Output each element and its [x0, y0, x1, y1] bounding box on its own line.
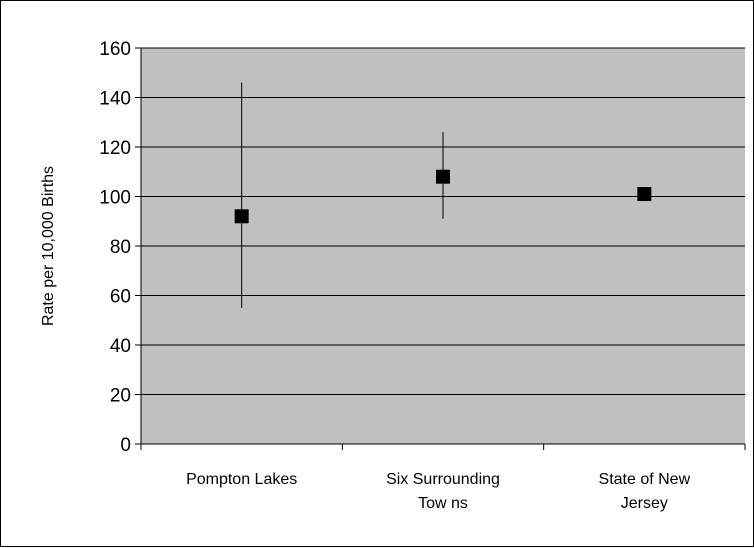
y-tick-label: 40 [110, 336, 131, 357]
data-point [637, 187, 652, 202]
x-category-labels: Pompton Lakes Six Surrounding Tow ns State … [186, 471, 691, 512]
y-tick-label: 100 [99, 188, 131, 209]
data-point [234, 209, 249, 224]
y-tick-label: 160 [99, 39, 131, 60]
x-category-label: Six Surrounding Tow ns [386, 471, 500, 512]
x-category-label: Pompton Lakes [186, 471, 297, 488]
y-tick-label: 120 [99, 138, 131, 159]
x-category-label: State of New Jersey [599, 471, 691, 512]
y-tick-label: 80 [110, 237, 131, 258]
data-point [436, 169, 450, 184]
y-tick-labels: 0 20 40 60 80 100 120 140 160 [99, 39, 131, 456]
axes [135, 47, 746, 450]
y-axis-label: Rate per 10,000 Births [40, 166, 57, 326]
y-tick-label: 20 [110, 386, 131, 407]
y-tick-label: 0 [120, 435, 131, 456]
y-tick-label: 60 [110, 287, 131, 308]
data-series [234, 82, 652, 308]
y-tick-label: 140 [99, 89, 131, 110]
